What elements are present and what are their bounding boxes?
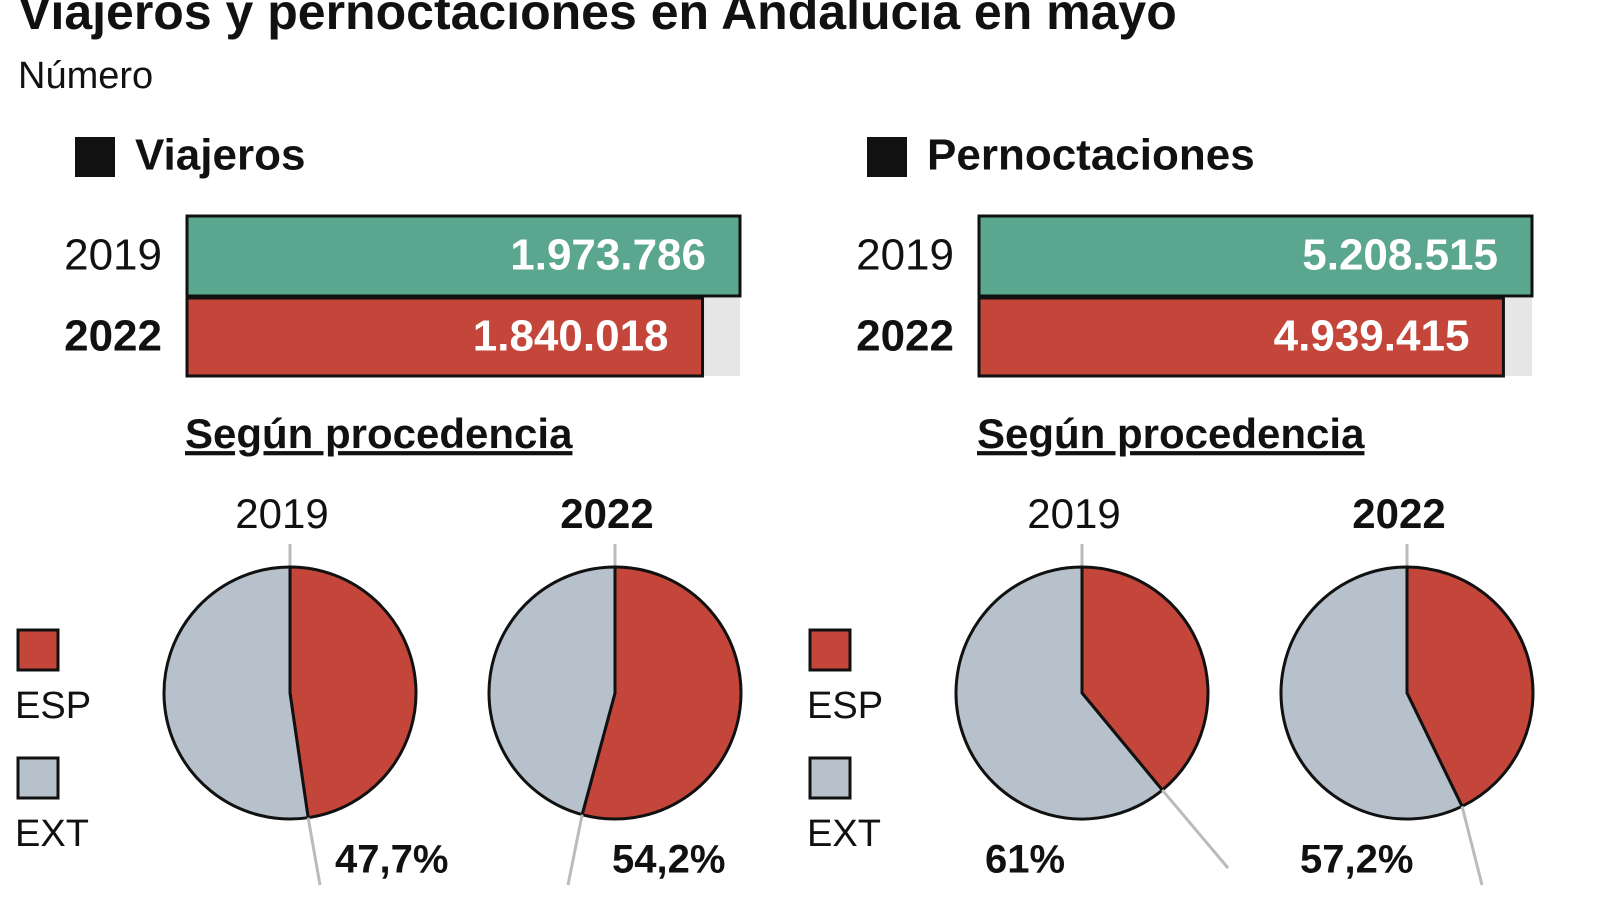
header-marker <box>75 137 115 177</box>
legend-swatch <box>16 628 60 672</box>
panel-header: Pernoctaciones <box>927 131 1255 180</box>
legend-label: ESP <box>15 685 91 727</box>
pie-value-label: 57,2% <box>1300 838 1413 882</box>
pie-slice <box>1279 565 1465 821</box>
pie-slice <box>288 565 418 820</box>
pie-title: 2022 <box>560 490 653 537</box>
section-title: Según procedencia <box>977 410 1365 457</box>
bar-value-label: 1.840.018 <box>473 312 669 361</box>
pie-slice <box>580 565 743 821</box>
leader-line <box>1161 789 1230 869</box>
section-title: Según procedencia <box>185 410 573 457</box>
pie-title: 2019 <box>235 490 328 537</box>
legend-label: EXT <box>807 813 881 855</box>
bar <box>185 214 742 298</box>
legend-swatch <box>808 628 852 672</box>
pie-title: 2022 <box>1352 490 1445 537</box>
bar-category: 2022 <box>64 312 162 361</box>
pie-slice <box>1080 565 1210 793</box>
legend-label: ESP <box>807 685 883 727</box>
leader-line <box>306 817 322 886</box>
pie-value-label: 54,2% <box>612 838 725 882</box>
header-marker <box>867 137 907 177</box>
panel-header: Viajeros <box>135 131 305 180</box>
subtitle: Número <box>18 55 153 97</box>
bar <box>185 296 705 378</box>
pie-value-label: 61% <box>985 838 1065 882</box>
pie-slice <box>487 565 617 817</box>
legend-swatch <box>808 756 852 800</box>
leader-line <box>566 814 584 886</box>
pie-title: 2019 <box>1027 490 1120 537</box>
bar-value-label: 5.208.515 <box>1302 231 1498 280</box>
bar-value-label: 1.973.786 <box>510 231 706 280</box>
bar <box>977 214 1534 298</box>
legend-label: EXT <box>15 813 89 855</box>
legend-swatch <box>16 756 60 800</box>
bar-category: 2022 <box>856 312 954 361</box>
bar <box>977 296 1505 378</box>
bar-value-label: 4.939.415 <box>1274 312 1470 361</box>
title: Viajeros y pernoctaciones en Andalucía e… <box>18 0 1177 40</box>
pie-slice <box>954 565 1165 821</box>
bar-category: 2019 <box>856 231 954 280</box>
bar-category: 2019 <box>64 231 162 280</box>
pie-slice <box>1405 565 1535 809</box>
pie-slice <box>162 565 310 821</box>
leader-line <box>1460 805 1484 886</box>
pie-value-label: 47,7% <box>335 838 448 882</box>
